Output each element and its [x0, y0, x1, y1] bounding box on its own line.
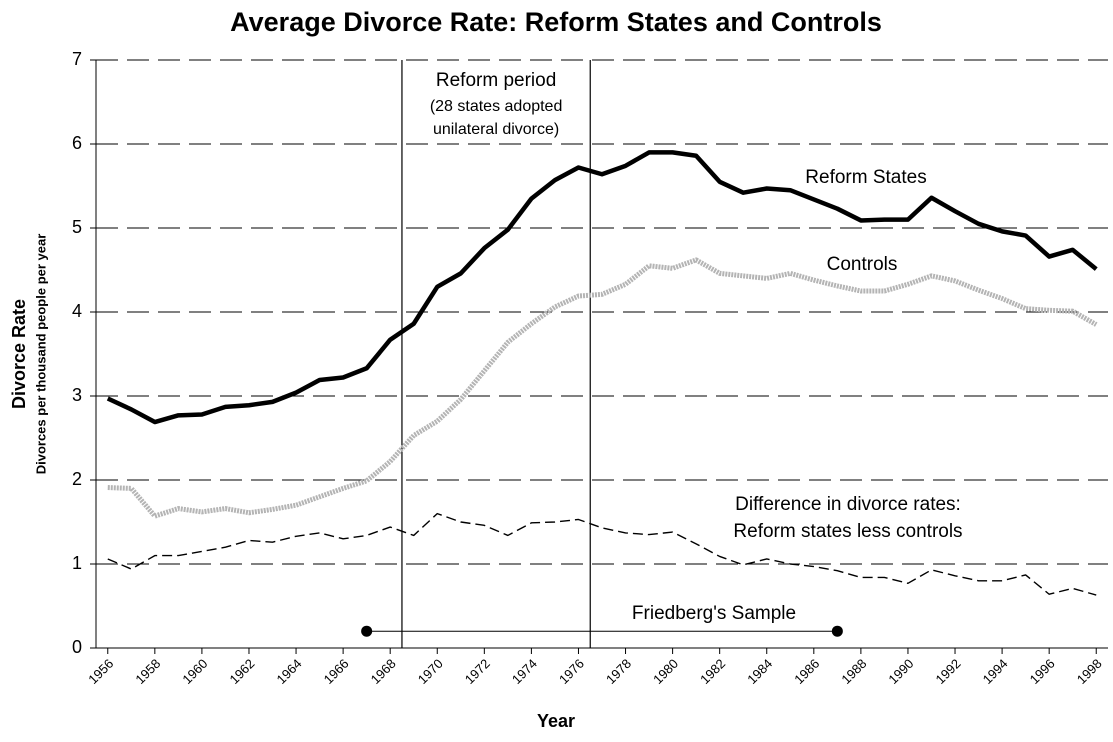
series-label: Reform states less controls: [733, 521, 962, 542]
x-tick-label: 1972: [462, 656, 493, 687]
y-tick-label: 6: [72, 133, 82, 153]
x-tick-label: 1974: [509, 656, 540, 687]
x-tick-label: 1990: [885, 656, 916, 687]
series-label: Controls: [827, 254, 898, 275]
x-axis-label: Year: [537, 711, 575, 731]
x-tick-label: 1980: [650, 656, 681, 687]
x-tick-label: 1956: [85, 656, 116, 687]
x-tick-label: 1982: [697, 656, 728, 687]
y-tick-label: 1: [72, 553, 82, 573]
y-axis-label: Divorce Rate: [9, 299, 29, 409]
x-tick-label: 1988: [838, 656, 869, 687]
x-tick-label: 1958: [132, 656, 163, 687]
sample-end: [831, 625, 843, 637]
x-tick-label: 1996: [1027, 656, 1058, 687]
y-axis-sublabel: Divorces per thousand people per year: [33, 234, 48, 475]
x-tick-label: 1970: [415, 656, 446, 687]
annotation: Reform period: [436, 70, 556, 91]
series-line: [106, 150, 1098, 425]
x-tick-label: 1968: [368, 656, 399, 687]
x-tick-label: 1986: [791, 656, 822, 687]
sample-end: [361, 625, 373, 637]
chart-title: Average Divorce Rate: Reform States and …: [230, 7, 882, 37]
annotation: Friedberg's Sample: [632, 603, 796, 624]
x-tick-label: 1976: [556, 656, 587, 687]
series-label: Difference in divorce rates:: [735, 494, 961, 515]
y-tick-label: 2: [72, 469, 82, 489]
annotation: unilateral divorce): [433, 121, 559, 138]
y-tick-label: 0: [72, 637, 82, 657]
x-tick-label: 1978: [603, 656, 634, 687]
series-line: [107, 257, 1098, 519]
x-tick-label: 1962: [226, 656, 257, 687]
y-tick-label: 7: [72, 49, 82, 69]
x-tick-label: 1964: [274, 656, 305, 687]
x-tick-label: 1984: [744, 656, 775, 687]
y-tick-label: 5: [72, 217, 82, 237]
x-tick-label: 1966: [321, 656, 352, 687]
x-tick-label: 1960: [179, 656, 210, 687]
annotation: (28 states adopted: [430, 98, 563, 115]
series-label: Reform States: [805, 167, 926, 188]
x-tick-label: 1992: [933, 656, 964, 687]
x-tick-label: 1994: [980, 656, 1011, 687]
y-tick-label: 3: [72, 385, 82, 405]
series-line: [107, 512, 1097, 596]
y-tick-label: 4: [72, 301, 82, 321]
x-tick-label: 1998: [1074, 656, 1105, 687]
